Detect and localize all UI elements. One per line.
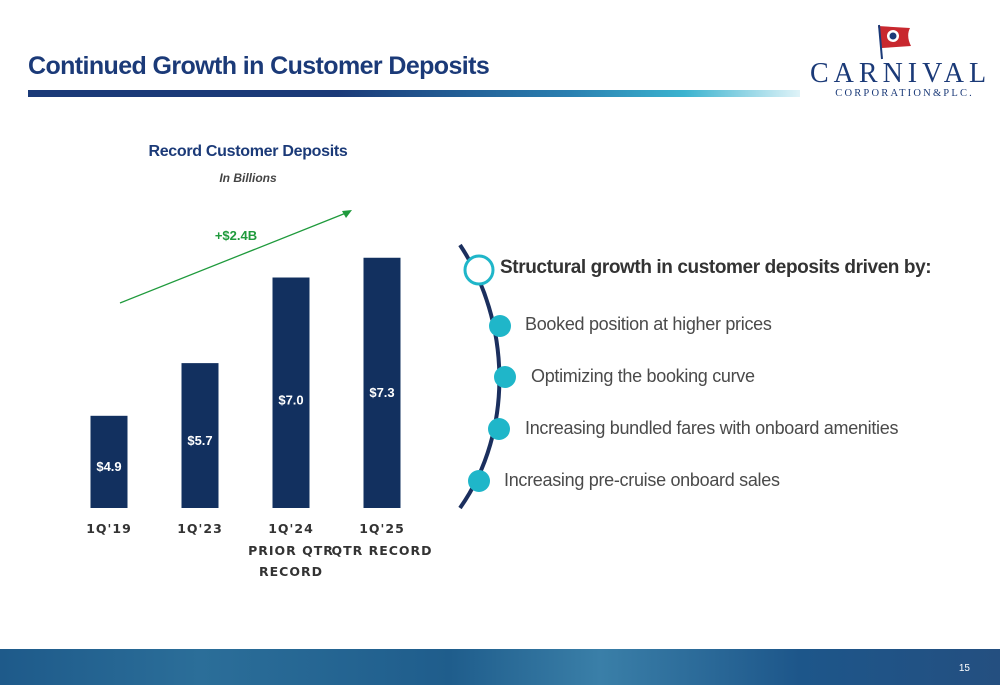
bullet-dot [494,366,516,388]
tick-sublabel: QTR RECORD [331,543,432,558]
bullet-dot [488,418,510,440]
footer-banner [0,649,1000,685]
highlight-item: Increasing bundled fares with onboard am… [525,418,899,438]
data-label: $7.0 [278,393,303,408]
bar [272,277,310,508]
page-number: 15 [958,663,970,674]
growth-annotation: +$2.4B [215,228,257,243]
chart-title: Record Customer Deposits [148,143,348,160]
data-label: $4.9 [96,459,121,474]
tick-label: 1Q'19 [86,521,132,536]
bar [363,257,401,508]
slide-title: Continued Growth in Customer Deposits [28,52,490,80]
highlight-item: Increasing pre-cruise onboard sales [504,470,780,490]
highlight-item: Booked position at higher prices [525,314,772,334]
tick-sublabel: PRIOR QTR [248,543,334,558]
data-label: $7.3 [369,385,394,400]
bar [181,363,219,508]
tick-label: 1Q'23 [177,521,223,536]
data-label: $5.7 [187,433,212,448]
bullet-dot [468,470,490,492]
title-underline [28,90,800,97]
deposits-bar-chart: $4.9 1Q'19 $5.7 1Q'23 $7.0 1Q'24 PRIOR QTR RECO… [86,210,432,579]
flag-icon [878,24,911,60]
headline-ring-marker [463,254,495,286]
growth-arrow [119,212,347,304]
highlight-item: Optimizing the booking curve [531,366,755,386]
tick-label: 1Q'24 [268,521,314,536]
chart-subtitle: In Billions [219,171,277,185]
logo-wordmark: CARNIVAL [810,58,992,89]
carnival-logo: CARNIVAL CORPORATION&PLC. [810,22,992,102]
highlights-headline: Structural growth in customer deposits d… [500,257,932,278]
growth-arrowhead [342,210,352,218]
bar [90,415,128,508]
tick-sublabel: RECORD [259,564,323,579]
tick-label: 1Q'25 [359,521,405,536]
logo-subtitle: CORPORATION&PLC. [835,88,974,99]
bullet-dot [489,315,511,337]
